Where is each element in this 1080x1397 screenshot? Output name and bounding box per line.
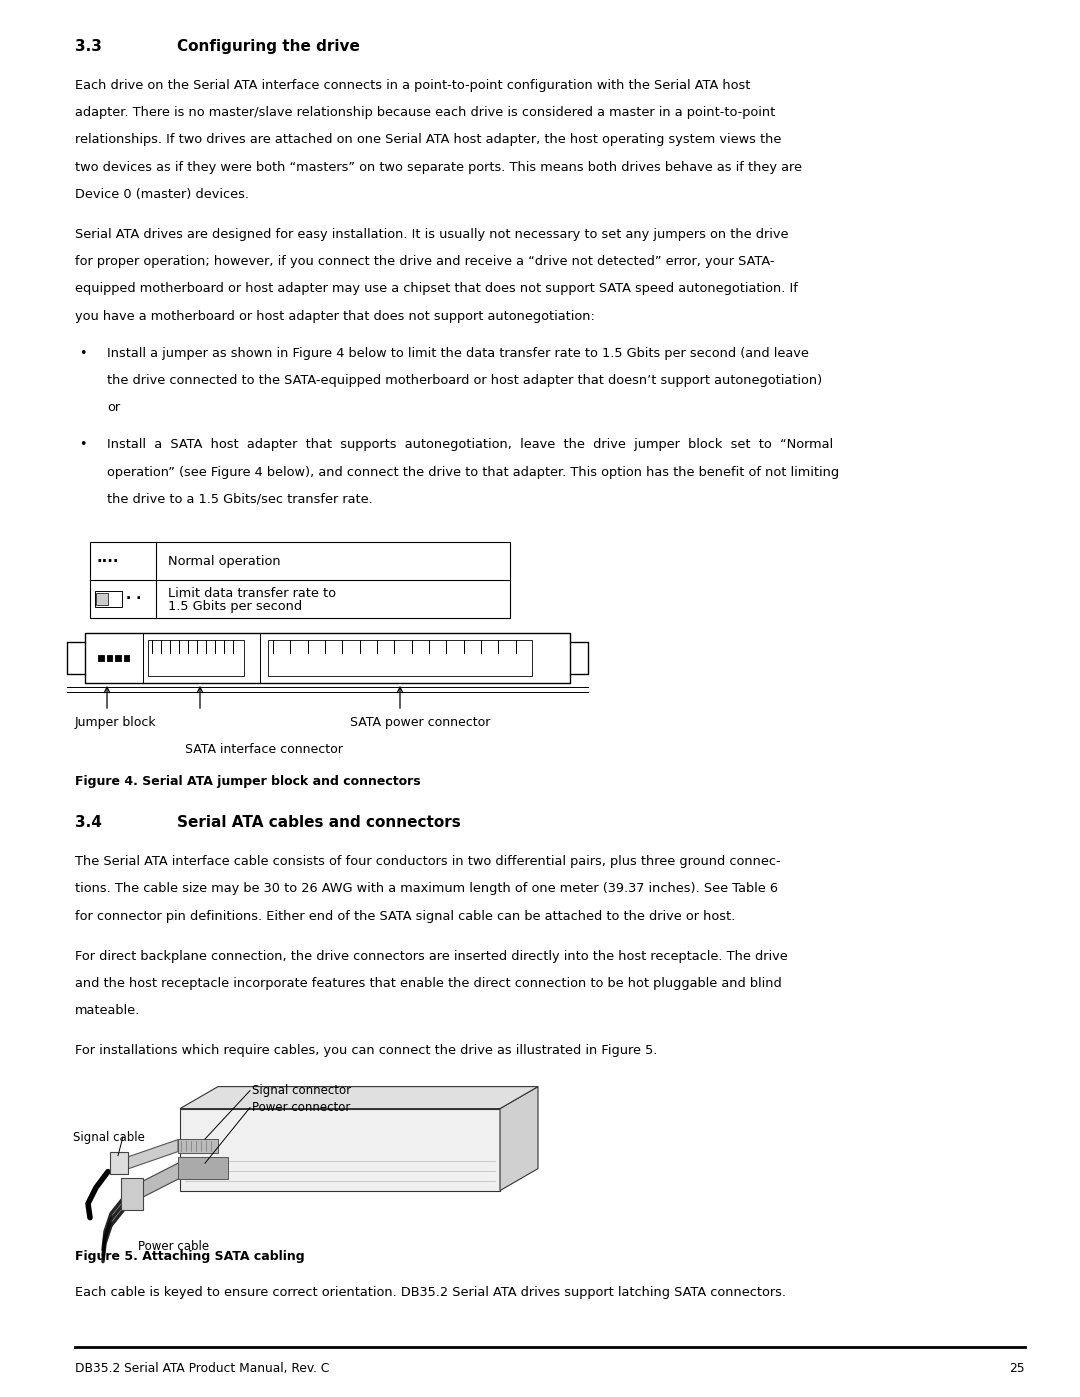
Text: Limit data transfer rate to: Limit data transfer rate to <box>168 587 336 599</box>
Polygon shape <box>123 1140 178 1171</box>
Text: •: • <box>79 439 86 451</box>
Text: ····: ···· <box>97 553 120 569</box>
Text: Serial ATA cables and connectors: Serial ATA cables and connectors <box>177 816 461 830</box>
Bar <box>90 542 510 617</box>
Text: For installations which require cables, you can connect the drive as illustrated: For installations which require cables, … <box>75 1045 658 1058</box>
Text: the drive to a 1.5 Gbits/sec transfer rate.: the drive to a 1.5 Gbits/sec transfer ra… <box>107 493 373 506</box>
Bar <box>116 655 121 661</box>
Text: 3.4: 3.4 <box>75 816 102 830</box>
Text: mateable.: mateable. <box>75 1004 140 1017</box>
Text: for proper operation; however, if you connect the drive and receive a “drive not: for proper operation; however, if you co… <box>75 256 774 268</box>
Polygon shape <box>138 1160 185 1200</box>
Polygon shape <box>500 1087 538 1190</box>
Text: Signal connector: Signal connector <box>252 1084 351 1097</box>
Text: tions. The cable size may be 30 to 26 AWG with a maximum length of one meter (39: tions. The cable size may be 30 to 26 AW… <box>75 883 778 895</box>
Bar <box>85 633 570 683</box>
Text: For direct backplane connection, the drive connectors are inserted directly into: For direct backplane connection, the dri… <box>75 950 787 963</box>
Text: 25: 25 <box>1010 1362 1025 1375</box>
Text: two devices as if they were both “masters” on two separate ports. This means bot: two devices as if they were both “master… <box>75 161 802 173</box>
Text: you have a motherboard or host adapter that does not support autonegotiation:: you have a motherboard or host adapter t… <box>75 310 595 323</box>
Text: Power cable: Power cable <box>138 1239 210 1253</box>
Text: Install  a  SATA  host  adapter  that  supports  autonegotiation,  leave  the  d: Install a SATA host adapter that support… <box>107 439 833 451</box>
Text: Each drive on the Serial ATA interface connects in a point-to-point configuratio: Each drive on the Serial ATA interface c… <box>75 80 751 92</box>
Bar <box>124 655 130 661</box>
Text: Jumper block: Jumper block <box>75 717 157 729</box>
Text: Power connector: Power connector <box>252 1101 350 1113</box>
Text: Figure 5. Attaching SATA cabling: Figure 5. Attaching SATA cabling <box>75 1249 305 1263</box>
Text: SATA interface connector: SATA interface connector <box>185 743 342 756</box>
Text: Configuring the drive: Configuring the drive <box>177 39 360 54</box>
Polygon shape <box>180 1087 538 1109</box>
Text: operation” (see Figure 4 below), and connect the drive to that adapter. This opt: operation” (see Figure 4 below), and con… <box>107 465 839 479</box>
Text: and the host receptacle incorporate features that enable the direct connection t: and the host receptacle incorporate feat… <box>75 977 782 990</box>
Bar <box>121 1178 143 1210</box>
Text: Each cable is keyed to ensure correct orientation. DB35.2 Serial ATA drives supp: Each cable is keyed to ensure correct or… <box>75 1285 786 1299</box>
Text: SATA power connector: SATA power connector <box>350 717 490 729</box>
Polygon shape <box>180 1109 500 1190</box>
Bar <box>268 640 532 676</box>
Bar <box>148 640 244 676</box>
Text: for connector pin definitions. Either end of the SATA signal cable can be attach: for connector pin definitions. Either en… <box>75 909 735 922</box>
Text: Normal operation: Normal operation <box>168 555 281 567</box>
Text: 3.3: 3.3 <box>75 39 102 54</box>
Text: adapter. There is no master/slave relationship because each drive is considered : adapter. There is no master/slave relati… <box>75 106 775 119</box>
Text: The Serial ATA interface cable consists of four conductors in two differential p: The Serial ATA interface cable consists … <box>75 855 781 868</box>
Bar <box>96 594 108 605</box>
Bar <box>95 591 122 606</box>
Text: Signal cable: Signal cable <box>73 1130 145 1144</box>
Bar <box>110 1151 129 1173</box>
Bar <box>178 1139 218 1153</box>
Text: Install a jumper as shown in Figure 4 below to limit the data transfer rate to 1: Install a jumper as shown in Figure 4 be… <box>107 346 809 360</box>
Text: Serial ATA drives are designed for easy installation. It is usually not necessar: Serial ATA drives are designed for easy … <box>75 228 788 242</box>
Text: equipped motherboard or host adapter may use a chipset that does not support SAT: equipped motherboard or host adapter may… <box>75 282 798 295</box>
Text: 1.5 Gbits per second: 1.5 Gbits per second <box>168 599 302 613</box>
Text: or: or <box>107 401 120 414</box>
Bar <box>98 655 104 661</box>
Text: · ·: · · <box>126 592 141 606</box>
Text: Device 0 (master) devices.: Device 0 (master) devices. <box>75 187 249 201</box>
Text: •: • <box>79 346 86 360</box>
Text: Figure 4. Serial ATA jumper block and connectors: Figure 4. Serial ATA jumper block and co… <box>75 775 420 788</box>
Text: relationships. If two drives are attached on one Serial ATA host adapter, the ho: relationships. If two drives are attache… <box>75 133 781 147</box>
Text: the drive connected to the SATA-equipped motherboard or host adapter that doesn’: the drive connected to the SATA-equipped… <box>107 374 822 387</box>
Bar <box>107 655 112 661</box>
Bar <box>178 1157 228 1179</box>
Text: DB35.2 Serial ATA Product Manual, Rev. C: DB35.2 Serial ATA Product Manual, Rev. C <box>75 1362 329 1375</box>
